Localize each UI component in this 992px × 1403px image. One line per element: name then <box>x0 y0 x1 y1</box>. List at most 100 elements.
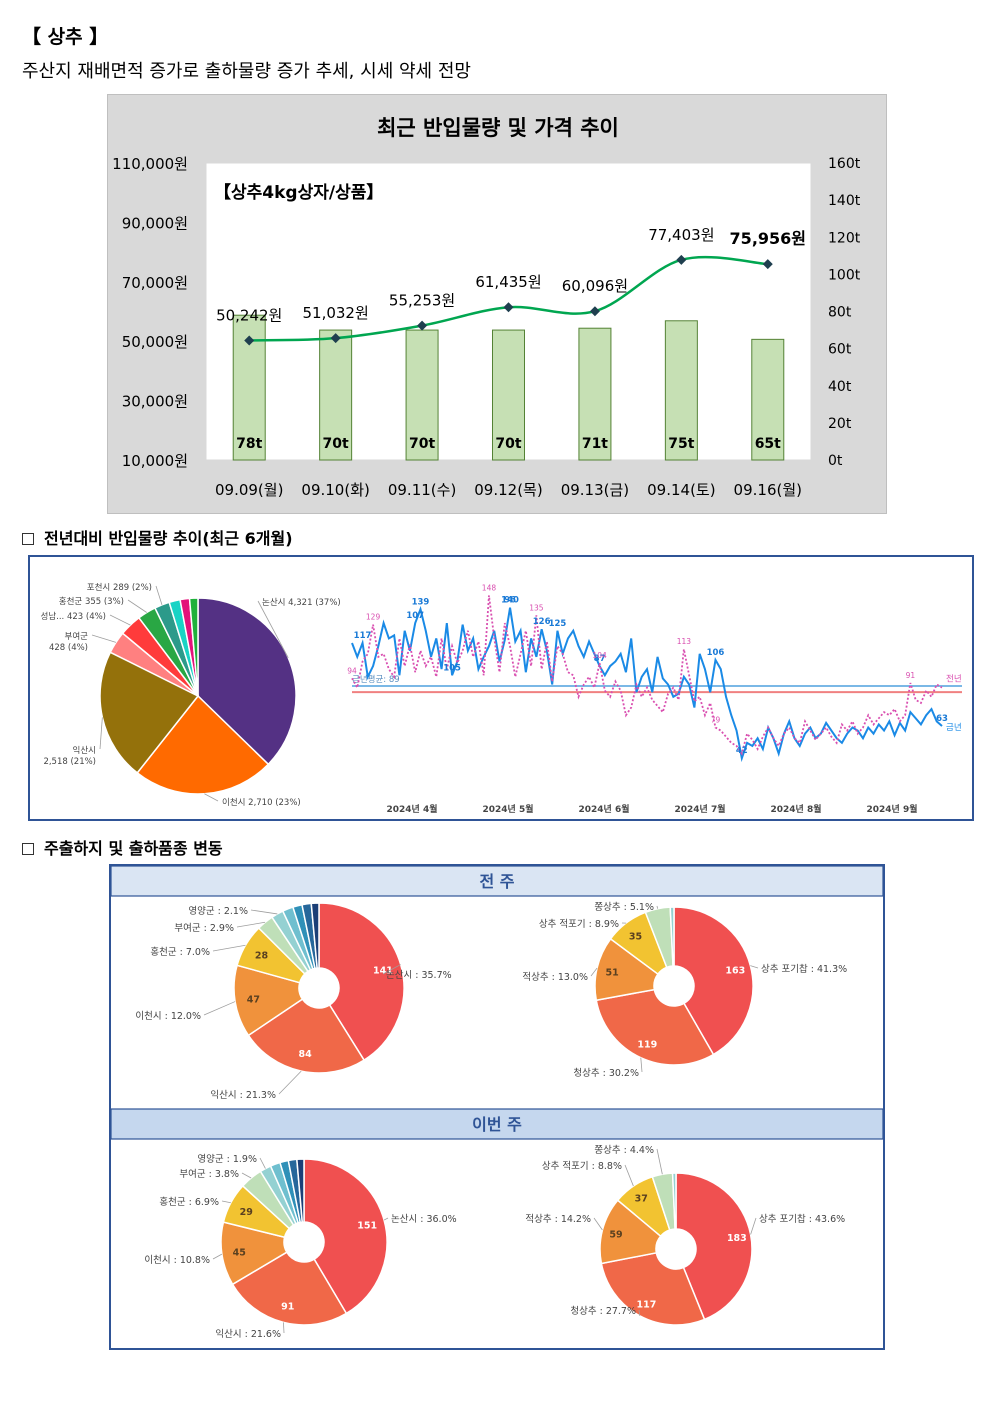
x-tick-label: 09.10(화) <box>301 481 369 499</box>
point-label: 63 <box>936 714 948 724</box>
doughnut-label: 상추 적포기 : 8.8% <box>542 1160 622 1172</box>
y-right-tick-label: 60t <box>828 342 852 358</box>
doughnut-label: 익산시 : 21.3% <box>210 1089 276 1101</box>
price-label: 77,403원 <box>648 226 714 244</box>
chart-title: 최근 반입물량 및 가격 추이 <box>377 116 619 140</box>
point-label: 139 <box>412 597 430 607</box>
y-left-tick-label: 30,000원 <box>122 393 188 411</box>
volume-bar-label: 78t <box>236 436 262 452</box>
doughnut-value: 37 <box>635 1194 648 1205</box>
doughnut-label: 홍천군 : 6.9% <box>159 1196 219 1208</box>
doughnut-label: 홍천군 : 7.0% <box>150 946 210 958</box>
doughnut-value: 51 <box>606 968 619 979</box>
point-label: 91 <box>906 671 916 680</box>
point-label: 126 <box>533 617 551 627</box>
price-marker <box>676 254 687 265</box>
price-marker <box>589 306 600 317</box>
y-left-tick-label: 10,000원 <box>122 452 188 470</box>
week-band <box>110 1108 884 1140</box>
doughnut-value: 183 <box>727 1233 747 1244</box>
origin-share-leader <box>155 585 163 605</box>
doughnut-label: 영양군 : 2.1% <box>188 906 248 917</box>
doughnut-label: 이천시 : 10.8% <box>144 1255 210 1266</box>
origin-share-leader <box>99 717 103 750</box>
doughnut-value: 59 <box>609 1230 622 1241</box>
doughnut-label: 상추 포기찹 : 41.3% <box>761 964 847 975</box>
origin-share-slice <box>188 597 199 697</box>
y-left-tick-label: 110,000원 <box>112 155 188 173</box>
volume-bar-label: 65t <box>755 436 781 452</box>
item-summary: 주산지 재배면적 증가로 출하물량 증가 추세, 시세 약세 전망 <box>22 61 471 82</box>
origin-share-label: 익산시 2,518 (21%) <box>43 745 96 767</box>
doughnut-leader <box>278 1070 302 1095</box>
point-label: 107 <box>406 611 424 621</box>
price-marker <box>330 333 341 344</box>
origin-share-slice <box>99 651 200 774</box>
x-tick-label: 09.11(수) <box>388 481 456 499</box>
point-label: 135 <box>529 603 544 612</box>
origin-share-label: 홍천군 355 (3%) <box>59 596 124 607</box>
point-label: 117 <box>354 631 372 641</box>
doughnut-leader <box>283 1322 285 1334</box>
doughnut-leader <box>212 1253 223 1260</box>
origin-share-leader <box>204 793 219 802</box>
section-origin-variety-title: 주출하지 및 출하품종 변동 <box>44 839 223 858</box>
doughnut-value: 91 <box>281 1301 294 1312</box>
point-label: 125 <box>549 619 567 629</box>
doughnut-slice <box>303 1158 388 1315</box>
doughnut-label: 상추 포기찹 : 43.6% <box>759 1214 845 1225</box>
trend-line-금년 <box>351 605 943 763</box>
x-tick-label: 09.12(목) <box>474 481 542 499</box>
origin-share-leader <box>109 614 131 626</box>
doughnut-label: 청상추 : 30.2% <box>573 1068 639 1079</box>
y-left-tick-label: 70,000원 <box>122 274 188 292</box>
doughnut-slice <box>669 906 675 967</box>
item-heading: 【 상추 】 <box>22 26 109 48</box>
price-label: 60,096원 <box>562 277 628 295</box>
price-volume-svg: 최근 반입물량 및 가격 추이 【상추4kg상자/상품】 110,000원 90,00… <box>112 116 861 499</box>
section-volume-trend-title: 전년대비 반입물량 추이(최근 6개월) <box>44 529 293 548</box>
volume-bar-label: 70t <box>323 436 349 452</box>
doughnut-label: 영양군 : 1.9% <box>197 1154 257 1165</box>
doughnut-leader <box>640 1057 643 1073</box>
volume-bar-label: 70t <box>409 436 435 452</box>
doughnut-value: 151 <box>357 1221 377 1232</box>
x-tick-label: 09.16(월) <box>734 481 802 499</box>
point-label: 140 <box>501 596 519 606</box>
price-label: 51,032원 <box>302 304 368 322</box>
doughnut-leader <box>656 1148 663 1175</box>
legend-last-label: 금년 <box>946 722 962 733</box>
week-band-title: 전 주 <box>479 872 514 891</box>
section-volume-trend: 전년대비 반입물량 추이(최근 6개월) <box>22 525 293 549</box>
origin-share-leader <box>127 599 147 613</box>
doughnut-leader <box>221 1200 231 1204</box>
x-tick-label: 2024년 9월 <box>866 803 917 815</box>
volume-bar-label: 70t <box>495 436 521 452</box>
week-band-title: 이번 주 <box>472 1115 522 1134</box>
point-label: 148 <box>482 583 497 592</box>
doughnut-slice <box>595 988 715 1066</box>
doughnut-slice <box>296 1158 305 1223</box>
y-left-tick-label: 90,000원 <box>122 214 188 232</box>
doughnut-leader <box>750 965 759 969</box>
doughnut-value: 141 <box>373 966 393 977</box>
y-right-tick-label: 160t <box>828 156 861 172</box>
y-right-tick-label: 0t <box>828 453 843 469</box>
point-label: 105 <box>443 663 461 673</box>
doughnut-leader <box>259 1157 266 1169</box>
doughnut-label: 청상추 : 27.7% <box>570 1306 636 1317</box>
origin-share-label: 이천시 2,710 (23%) <box>222 797 301 808</box>
doughnut-slice <box>233 964 304 1037</box>
doughnut-leader <box>203 1001 236 1016</box>
x-tick-label: 09.09(월) <box>215 481 283 499</box>
trend-line-전년 <box>351 595 943 756</box>
doughnut-leader <box>590 967 598 977</box>
volume-bar-label: 75t <box>668 436 694 452</box>
doughnut-value: 35 <box>629 931 642 942</box>
volume-bar <box>751 338 785 461</box>
doughnut-leader <box>236 921 266 928</box>
doughnut-value: 163 <box>725 966 745 977</box>
doughnut-slice <box>671 1172 677 1230</box>
price-marker <box>762 259 773 270</box>
origin-share-leader <box>91 634 117 643</box>
